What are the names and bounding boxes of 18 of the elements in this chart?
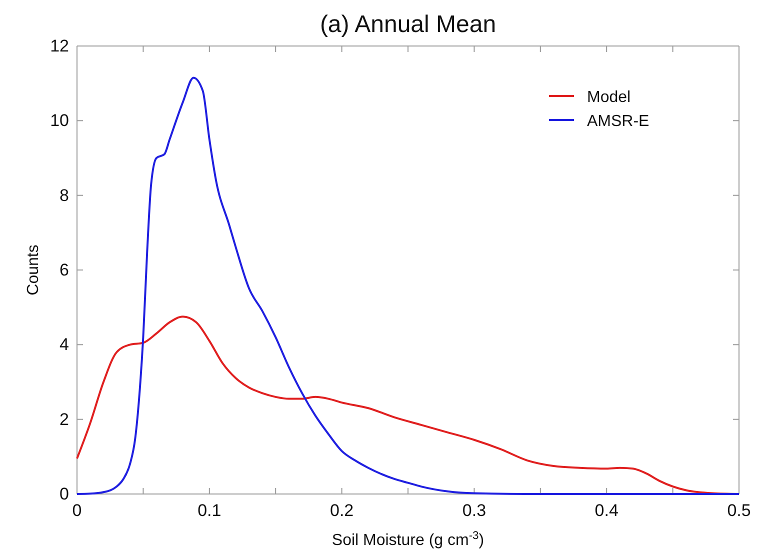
y-tick-label: 10 bbox=[50, 111, 69, 130]
y-tick-label: 0 bbox=[60, 484, 69, 504]
y-axis-title: Counts bbox=[25, 244, 42, 296]
x-tick-label: 0.1 bbox=[198, 501, 222, 520]
chart-title: (a) Annual Mean bbox=[320, 11, 496, 38]
x-axis-title: Soil Moisture (g cm$^{-3}$) bbox=[332, 530, 484, 549]
y-tick-label: 6 bbox=[60, 260, 69, 280]
y-tick-label: 8 bbox=[60, 186, 69, 205]
x-tick-label: 0.3 bbox=[462, 501, 486, 520]
legend-label: Model bbox=[587, 89, 631, 106]
x-tick-label: 0.2 bbox=[330, 501, 354, 520]
x-tick-label: 0.4 bbox=[594, 501, 618, 520]
y-tick-label: 2 bbox=[60, 410, 69, 429]
x-tick-label: 0 bbox=[72, 501, 82, 520]
y-tick-label: 4 bbox=[60, 335, 69, 354]
x-tick-label: 0.5 bbox=[727, 501, 751, 520]
y-tick-label: 12 bbox=[50, 36, 69, 56]
legend-label: AMSR-E bbox=[587, 113, 650, 130]
